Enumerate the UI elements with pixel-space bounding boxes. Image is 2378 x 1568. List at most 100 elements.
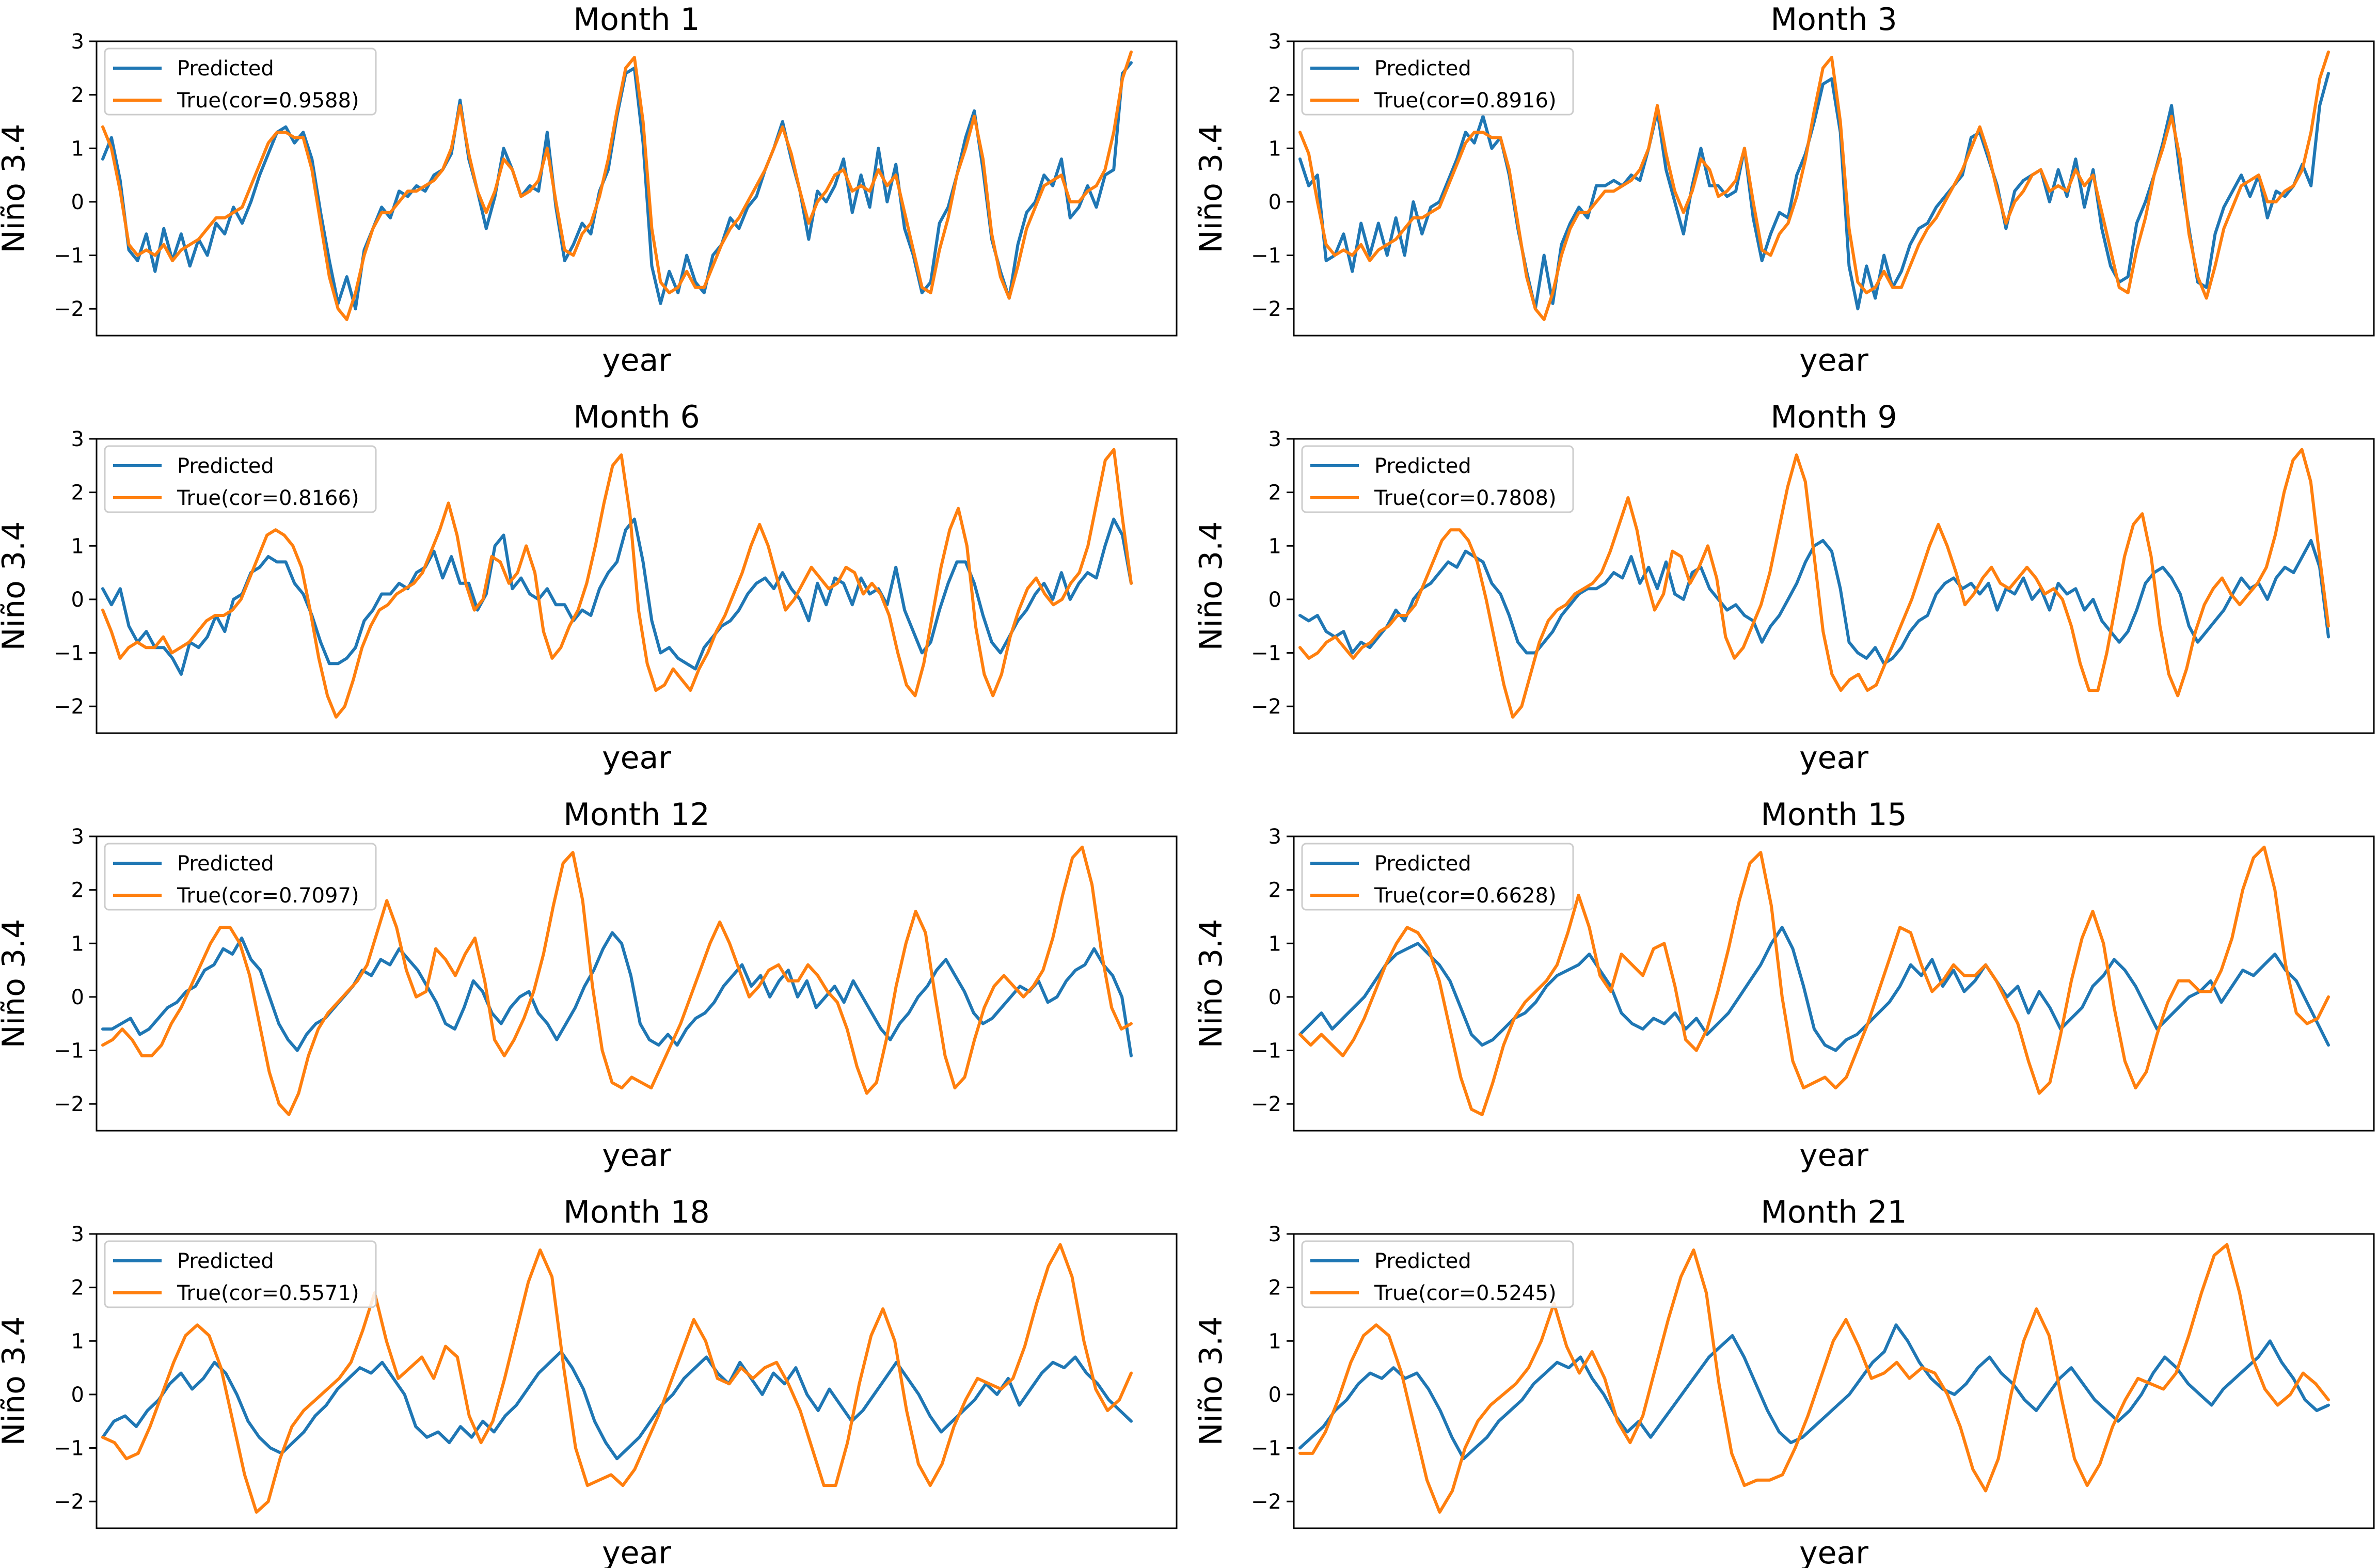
y-tick-label: −2 <box>1251 695 1281 719</box>
legend-true-label: True(cor=0.8916) <box>1374 89 1557 113</box>
legend-true-label: True(cor=0.5571) <box>177 1281 359 1305</box>
y-tick-label: 0 <box>71 588 84 612</box>
y-axis-label: Niño 3.4 <box>1193 1317 1229 1446</box>
predicted-series-line <box>1298 926 2330 1052</box>
legend: Predicted True(cor=0.6628) <box>1301 843 1574 911</box>
legend-true-label: True(cor=0.7097) <box>177 884 359 908</box>
predicted-series-line <box>101 1350 1133 1461</box>
y-axis-label: Niño 3.4 <box>1193 124 1229 254</box>
y-tick-label: 2 <box>1269 84 1281 107</box>
plot-frame <box>96 1233 1178 1529</box>
legend-predicted-label: Predicted <box>1374 1249 1471 1273</box>
legend-true-label: True(cor=0.5245) <box>1374 1281 1557 1305</box>
y-axis-label: Niño 3.4 <box>0 124 32 254</box>
legend-box <box>1301 1240 1574 1308</box>
chart-title: Month 12 <box>563 797 709 833</box>
y-tick-label: 1 <box>1269 137 1281 161</box>
y-tick-label: 3 <box>71 825 84 849</box>
y-tick-label: 3 <box>1269 30 1281 54</box>
plot-frame <box>1293 1233 2375 1529</box>
legend: Predicted True(cor=0.5571) <box>104 1240 377 1308</box>
legend-predicted-label: Predicted <box>1374 454 1471 478</box>
y-tick-label: −1 <box>1251 1437 1281 1461</box>
y-axis-label: Niño 3.4 <box>0 1317 32 1446</box>
chart-panel: Month 18 year Niño 3.4 3 2 1 0 −1 −2 Predicted Tru… <box>0 1194 1178 1568</box>
y-tick-label: −2 <box>54 1490 84 1514</box>
y-axis-label: Niño 3.4 <box>0 521 32 651</box>
y-tick-label: −2 <box>54 695 84 719</box>
chart-title: Month 1 <box>573 2 700 38</box>
y-tick-label: −1 <box>54 244 84 268</box>
y-tick-label: −2 <box>54 297 84 321</box>
x-axis-label: year <box>602 342 671 378</box>
legend-box <box>104 1240 377 1308</box>
y-tick-label: −1 <box>54 1039 84 1063</box>
legend: Predicted True(cor=0.8916) <box>1301 47 1574 116</box>
x-axis-label: year <box>1799 1535 1868 1568</box>
y-tick-label: −2 <box>1251 297 1281 321</box>
y-tick-label: 2 <box>1269 879 1281 902</box>
plot-frame <box>96 40 1178 337</box>
plot-frame <box>96 438 1178 734</box>
legend-true-label: True(cor=0.8166) <box>177 486 359 510</box>
plot-frame <box>1293 40 2375 337</box>
legend: Predicted True(cor=0.7097) <box>104 843 377 911</box>
y-tick-label: −2 <box>1251 1092 1281 1116</box>
y-tick-label: 2 <box>71 1276 84 1300</box>
y-tick-label: −1 <box>54 642 84 666</box>
y-tick-label: −1 <box>54 1437 84 1461</box>
y-tick-label: 3 <box>1269 1223 1281 1246</box>
y-tick-label: −1 <box>1251 1039 1281 1063</box>
chart-panel: Month 9 year Niño 3.4 3 2 1 0 −1 −2 Predicted True… <box>1193 399 2375 776</box>
y-tick-label: 0 <box>1269 588 1281 612</box>
chart-title: Month 15 <box>1761 797 1907 833</box>
plot-frame <box>1293 438 2375 734</box>
y-tick-label: 1 <box>71 1329 84 1353</box>
true-series-line <box>101 1243 1133 1514</box>
chart-panel: Month 15 year Niño 3.4 3 2 1 0 −1 −2 Predicted Tru… <box>1193 797 2375 1174</box>
y-tick-label: 3 <box>71 1223 84 1246</box>
chart-title: Month 9 <box>1770 399 1897 435</box>
y-tick-label: 0 <box>71 1383 84 1407</box>
legend-predicted-label: Predicted <box>1374 852 1471 876</box>
chart-panel: Month 1 year Niño 3.4 3 2 1 0 −1 −2 Predicted True… <box>0 2 1178 378</box>
legend-predicted-label: Predicted <box>177 57 274 81</box>
y-tick-label: 0 <box>1269 1383 1281 1407</box>
predicted-series-line <box>101 931 1133 1057</box>
x-axis-label: year <box>1799 342 1868 378</box>
chart-panel: Month 21 year Niño 3.4 3 2 1 0 −1 −2 Predicted Tru… <box>1193 1194 2375 1568</box>
x-axis-label: year <box>602 1137 671 1174</box>
y-tick-label: 1 <box>71 932 84 956</box>
y-tick-label: 0 <box>1269 191 1281 214</box>
x-axis-label: year <box>1799 740 1868 776</box>
chart-title: Month 21 <box>1761 1194 1907 1230</box>
legend: Predicted True(cor=0.7808) <box>1301 445 1574 513</box>
legend-box <box>104 47 377 116</box>
y-tick-label: 2 <box>1269 1276 1281 1300</box>
y-tick-label: −2 <box>54 1092 84 1116</box>
true-series-line <box>1298 50 2330 321</box>
y-tick-label: 1 <box>1269 534 1281 558</box>
y-tick-label: 1 <box>1269 1329 1281 1353</box>
legend-predicted-label: Predicted <box>177 1249 274 1273</box>
y-tick-label: 3 <box>71 427 84 451</box>
y-tick-label: 0 <box>71 191 84 214</box>
legend-box <box>104 843 377 911</box>
legend-true-label: True(cor=0.7808) <box>1374 486 1557 510</box>
y-tick-label: 2 <box>1269 481 1281 505</box>
x-axis-label: year <box>602 1535 671 1568</box>
true-series-line <box>1298 448 2330 719</box>
legend-predicted-label: Predicted <box>177 454 274 478</box>
y-axis-label: Niño 3.4 <box>0 919 32 1049</box>
y-tick-label: 0 <box>71 986 84 1009</box>
legend: Predicted True(cor=0.5245) <box>1301 1240 1574 1308</box>
chart-panel: Month 12 year Niño 3.4 3 2 1 0 −1 −2 Predicted Tru… <box>0 797 1178 1174</box>
plot-frame <box>96 835 1178 1132</box>
legend: Predicted True(cor=0.9588) <box>104 47 377 116</box>
x-axis-label: year <box>1799 1137 1868 1174</box>
x-axis-label: year <box>602 740 671 776</box>
y-tick-label: 2 <box>71 481 84 505</box>
legend-predicted-label: Predicted <box>1374 57 1471 81</box>
y-axis-label: Niño 3.4 <box>1193 919 1229 1049</box>
